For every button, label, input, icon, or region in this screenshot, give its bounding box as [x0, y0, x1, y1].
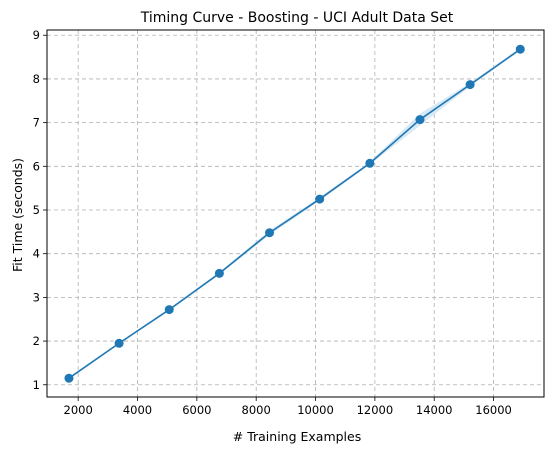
- x-tick-label: 10000: [297, 403, 334, 417]
- data-point: [265, 228, 275, 238]
- y-tick-label: 8: [33, 72, 40, 86]
- data-point: [64, 373, 74, 383]
- series-line: [68, 48, 521, 379]
- y-tick-label: 1: [33, 378, 40, 392]
- plot-frame: [46, 29, 545, 398]
- ticks: 2000 4000 6000 8000 10000 12000 14000 16000 1 2 3 4…: [33, 28, 512, 417]
- y-tick-label: 7: [33, 116, 40, 130]
- x-tick-label: 14000: [416, 403, 453, 417]
- x-tick-label: 6000: [182, 403, 211, 417]
- y-axis-label: Fit Time (seconds): [10, 158, 25, 272]
- chart-title: Timing Curve - Boosting - UCI Adult Data…: [140, 10, 454, 26]
- y-tick-label: 9: [33, 28, 40, 42]
- x-axis-label: # Training Examples: [233, 429, 362, 444]
- data-point: [214, 268, 224, 278]
- x-tick-label: 16000: [475, 403, 512, 417]
- y-tick-label: 2: [33, 334, 40, 348]
- data-point: [315, 194, 325, 204]
- data-point: [114, 338, 124, 348]
- data-point: [365, 158, 375, 168]
- data-point: [164, 305, 174, 315]
- y-tick-label: 3: [33, 290, 40, 304]
- data-point: [465, 80, 475, 90]
- y-tick-label: 5: [33, 203, 40, 217]
- series: [64, 44, 525, 383]
- x-tick-label: 2000: [64, 403, 93, 417]
- y-tick-label: 4: [33, 247, 40, 261]
- y-tick-label: 6: [33, 159, 40, 173]
- x-tick-label: 4000: [123, 403, 152, 417]
- data-point: [415, 115, 425, 125]
- x-tick-label: 12000: [357, 403, 394, 417]
- x-tick-label: 8000: [242, 403, 271, 417]
- grid: [47, 30, 544, 397]
- data-point: [515, 44, 525, 54]
